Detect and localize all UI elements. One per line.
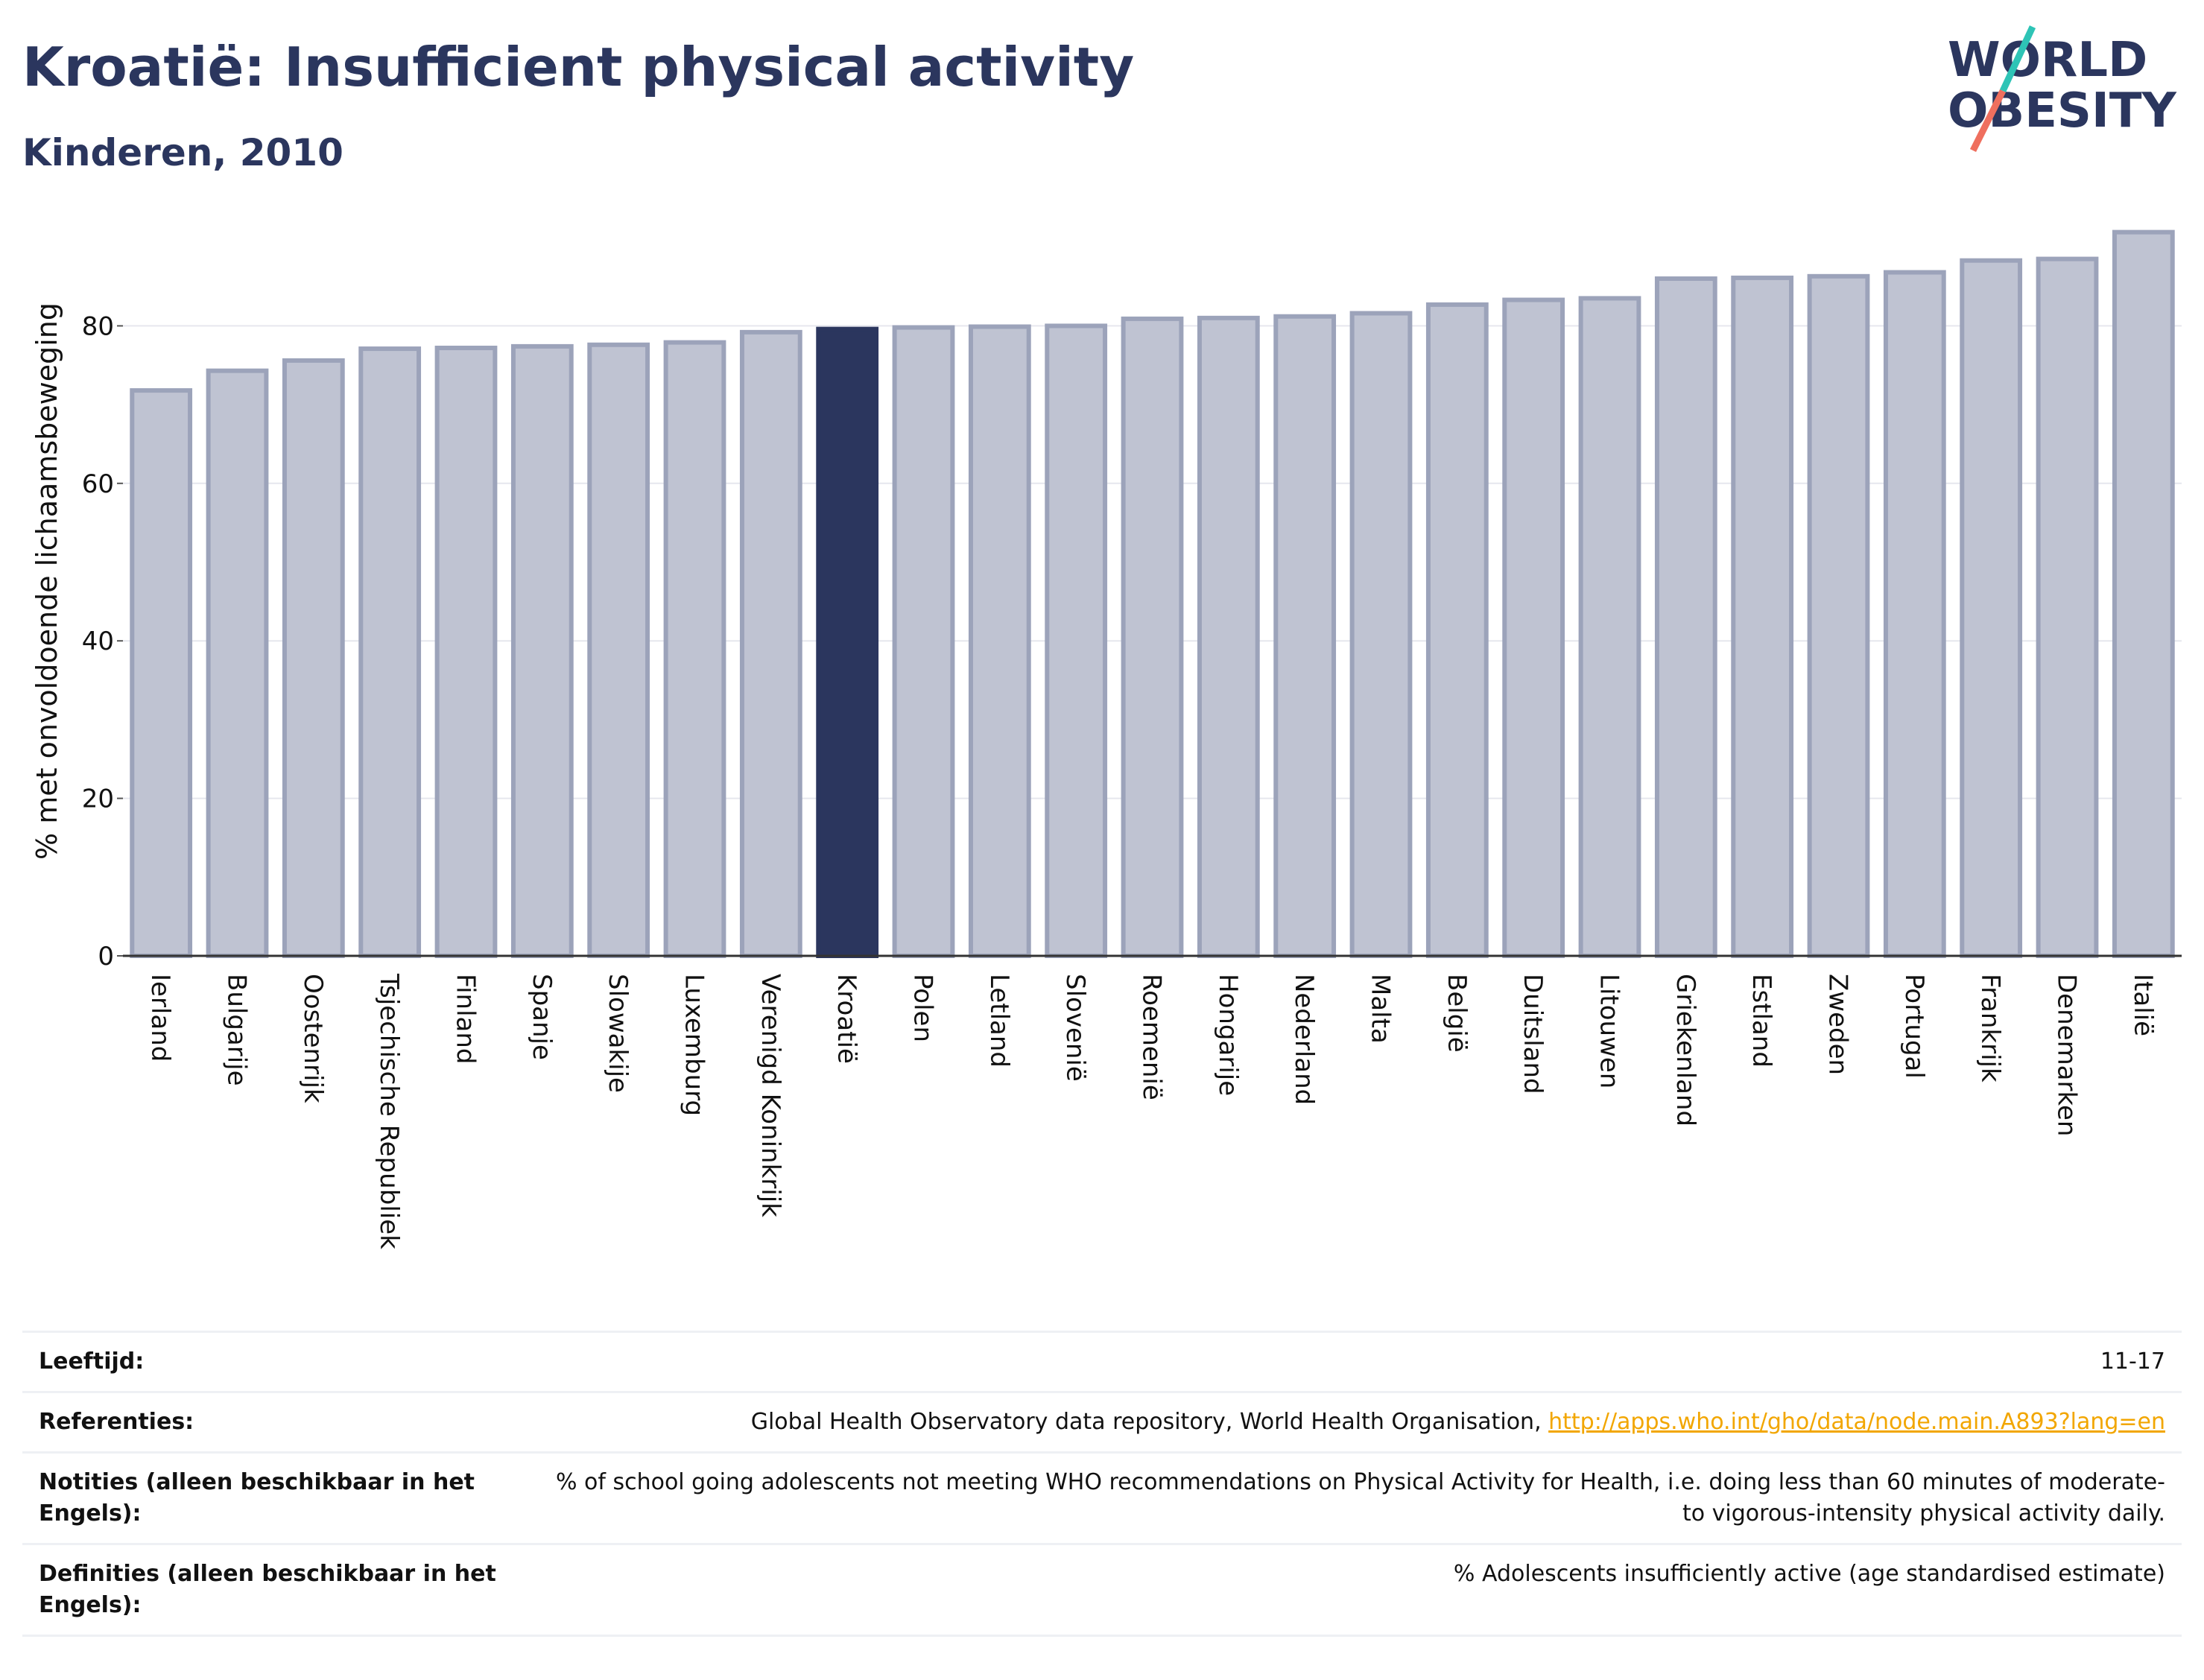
bar-litouwen[interactable]: [1578, 296, 1641, 958]
info-value: % Adolescents insufficiently active (age…: [517, 1543, 2182, 1637]
info-row: Definities (alleen beschikbaar in het En…: [22, 1543, 2182, 1637]
info-row: Notities (alleen beschikbaar in het Enge…: [22, 1451, 2182, 1544]
reference-link[interactable]: http://apps.who.int/gho/data/node.main.A…: [1548, 1409, 2165, 1435]
info-value-text: Global Health Observatory data repositor…: [750, 1409, 1549, 1435]
x-tick-label: Hongarije: [1213, 974, 1243, 1096]
x-tick-label: Portugal: [1899, 974, 1929, 1079]
info-value: Global Health Observatory data repositor…: [517, 1391, 2182, 1453]
x-tick-label: België: [1442, 974, 1472, 1053]
bar-frankrijk[interactable]: [1960, 258, 2023, 959]
bar-nederland[interactable]: [1273, 314, 1337, 958]
bar-slowakije[interactable]: [587, 342, 650, 958]
axes: 0 20 40 60 80 Ierland Bulgarije Oostenrijk Tsjec…: [82, 311, 2182, 1249]
info-value: 11-17: [517, 1331, 2182, 1392]
x-tick-label: Slowakije: [603, 974, 633, 1093]
x-tick-label: Nederland: [1289, 974, 1319, 1105]
info-table: Leeftijd: 11-17 Referenties: Global Health …: [22, 1331, 2182, 1637]
bar-hongarije[interactable]: [1197, 315, 1260, 959]
y-axis-label: % met onvoldoende lichaamsbeweging: [31, 302, 63, 860]
bar-portugal[interactable]: [1883, 270, 1946, 958]
chart-subtitle: Kinderen, 2010: [22, 131, 343, 174]
x-tick-label: Polen: [908, 974, 938, 1042]
x-tick-label: Slovenië: [1060, 974, 1090, 1082]
x-tick-label: Verenigd Koninkrijk: [756, 974, 785, 1217]
x-tick-label: Estland: [1747, 974, 1776, 1068]
x-tick-label: Luxemburg: [680, 974, 709, 1116]
bar-chart: 0 20 40 60 80 Ierland Bulgarije Oostenrijk Tsjec…: [31, 229, 2182, 1249]
logo-text-world: WORLD: [1948, 33, 2147, 88]
info-label: Leeftijd:: [22, 1331, 517, 1392]
bar-polen[interactable]: [892, 325, 955, 958]
bar-luxemburg[interactable]: [663, 340, 726, 959]
info-label: Referenties:: [22, 1391, 517, 1453]
bar-estland[interactable]: [1731, 275, 1794, 958]
x-tick-label: Duitsland: [1518, 974, 1548, 1094]
bar-griekenland[interactable]: [1654, 276, 1717, 958]
info-value: % of school going adolescents not meetin…: [517, 1451, 2182, 1544]
x-tick-label: Denemarken: [2052, 974, 2082, 1136]
x-tick-label: Italië: [2128, 974, 2158, 1036]
bar-italië[interactable]: [2112, 229, 2175, 958]
x-tick-label: Ierland: [145, 974, 175, 1062]
bar-denemarken[interactable]: [2036, 256, 2099, 958]
bar-zweden[interactable]: [1807, 273, 1870, 958]
x-tick-label: Griekenland: [1671, 974, 1700, 1126]
bar-malta[interactable]: [1349, 311, 1413, 958]
info-value-text: % of school going adolescents not meetin…: [555, 1469, 2165, 1527]
y-tick-label: 80: [82, 311, 114, 341]
info-label: Definities (alleen beschikbaar in het En…: [22, 1543, 517, 1637]
info-value-text: 11-17: [2100, 1348, 2165, 1375]
bar-tsjechische-republiek[interactable]: [358, 346, 422, 958]
y-tick-label: 60: [82, 469, 114, 499]
bar-kroatië[interactable]: [816, 326, 879, 959]
x-tick-label: Letland: [984, 974, 1014, 1068]
chart-title: Kroatië: Insufficient physical activity: [22, 36, 1135, 98]
x-tick-label: Frankrijk: [1975, 974, 2005, 1083]
logo-slash-coral: [1969, 89, 2007, 153]
x-tick-label: Bulgarije: [222, 974, 252, 1086]
bar-slovenië[interactable]: [1045, 323, 1108, 958]
y-tick-label: 0: [98, 942, 114, 971]
info-row: Leeftijd: 11-17: [22, 1331, 2182, 1392]
bar-bulgarije[interactable]: [206, 368, 269, 958]
bar-roemenië[interactable]: [1121, 316, 1184, 958]
bar-ierland[interactable]: [130, 388, 193, 958]
bar-spanje[interactable]: [510, 343, 574, 958]
y-tick-label: 20: [82, 784, 114, 814]
x-tick-label: Roemenië: [1137, 974, 1167, 1100]
y-tick-label: 40: [82, 627, 114, 656]
x-tick-label: Tsjechische Republiek: [374, 973, 404, 1249]
world-obesity-logo[interactable]: WORLD OBESITY: [1945, 22, 2183, 156]
x-tick-label: Kroatië: [832, 974, 861, 1064]
bar-belgië[interactable]: [1425, 302, 1489, 959]
bar-verenigd-koninkrijk[interactable]: [739, 329, 802, 958]
x-tick-label: Litouwen: [1595, 974, 1624, 1088]
bar-letland[interactable]: [968, 324, 1031, 958]
x-tick-label: Zweden: [1823, 974, 1853, 1075]
bar-finland[interactable]: [434, 346, 498, 959]
logo-slash-teal: [1999, 25, 2036, 92]
x-tick-label: Oostenrijk: [298, 974, 328, 1103]
x-tick-label: Spanje: [527, 974, 557, 1060]
x-tick-label: Malta: [1366, 974, 1396, 1044]
bar-oostenrijk[interactable]: [282, 358, 345, 958]
bar-duitsland[interactable]: [1502, 297, 1565, 958]
info-value-text: % Adolescents insufficiently active (age…: [1453, 1561, 2165, 1587]
info-label: Notities (alleen beschikbaar in het Enge…: [22, 1451, 517, 1544]
bars: [130, 229, 2175, 959]
info-row: Referenties: Global Health Observatory da…: [22, 1391, 2182, 1453]
x-tick-label: Finland: [451, 974, 481, 1065]
